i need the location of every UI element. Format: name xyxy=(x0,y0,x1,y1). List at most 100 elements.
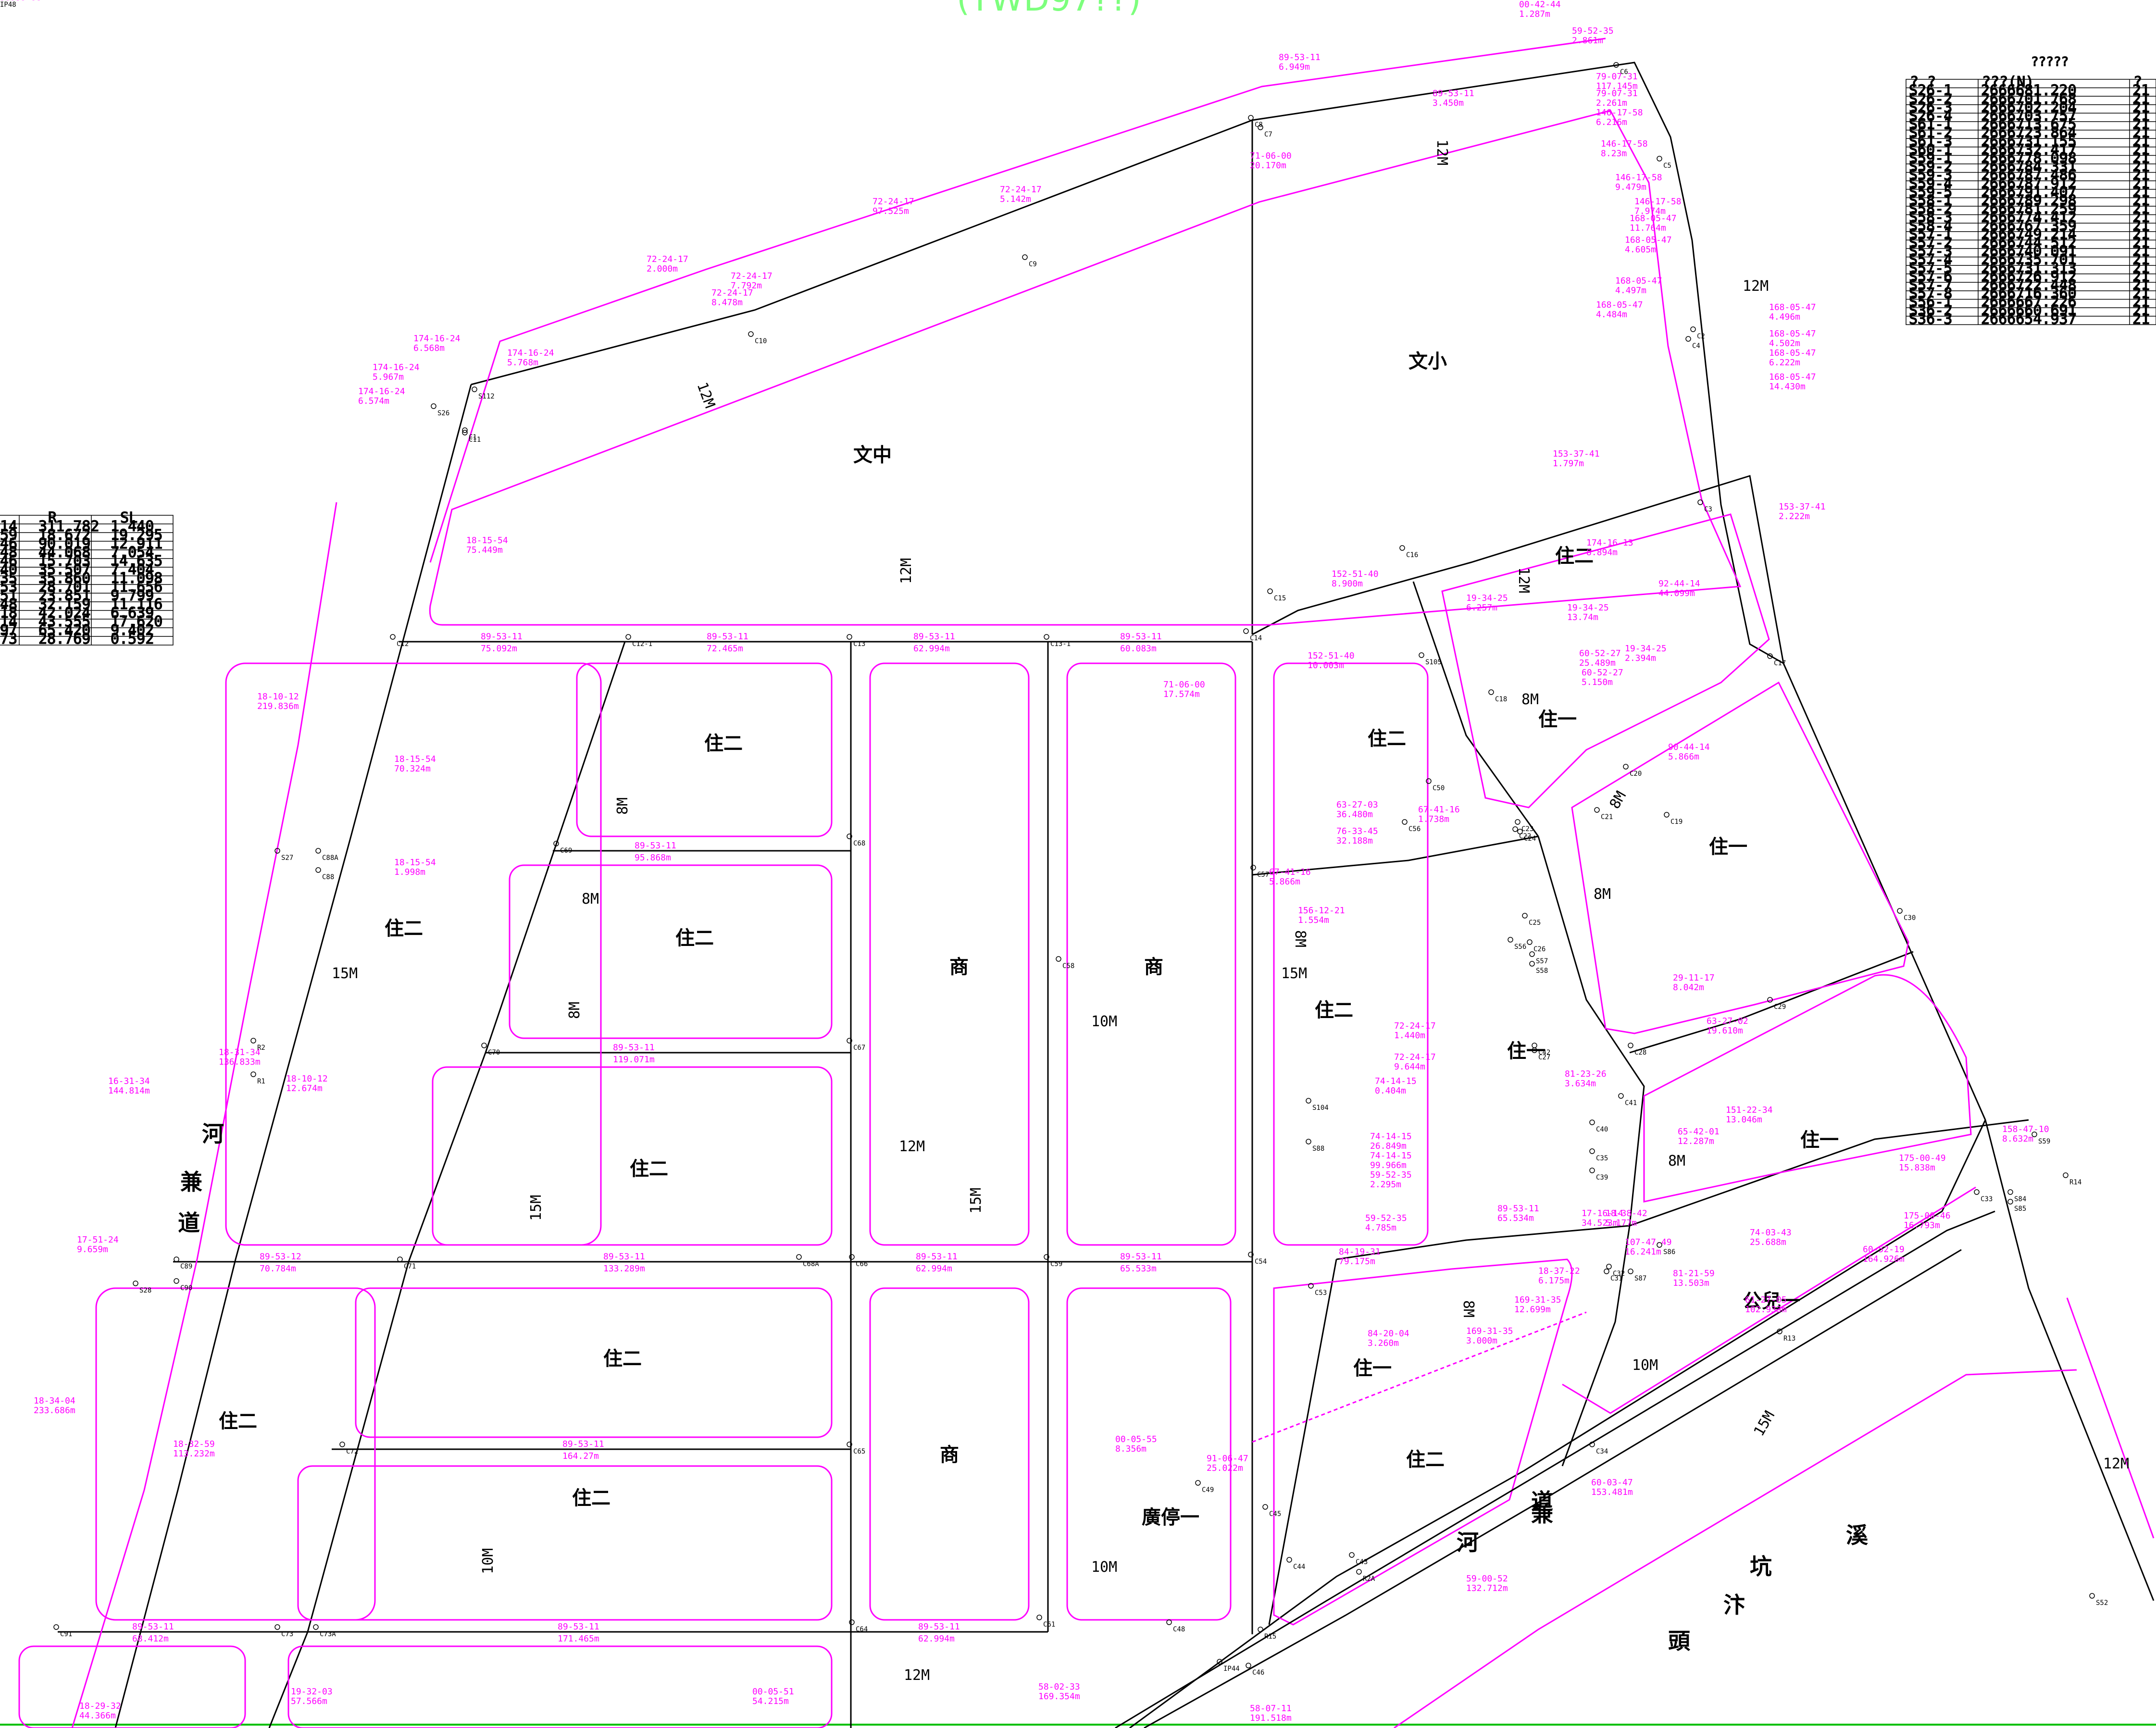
dimension-label: 8.894m xyxy=(1586,547,1618,558)
river-label: 溪 xyxy=(1846,1522,1869,1548)
zone-label: 住一 xyxy=(1800,1129,1839,1151)
control-point-label: C65 xyxy=(853,1448,865,1455)
dimension-label: 18-15-54 xyxy=(394,754,436,764)
zone-label: 住二 xyxy=(630,1158,668,1180)
control-point-marker xyxy=(849,1254,855,1260)
dimension-label: 13.74m xyxy=(1567,612,1598,622)
dimension-label: 84-19-31 xyxy=(1339,1247,1381,1257)
road-width-label: 8M xyxy=(1460,1300,1477,1318)
lot-north-1 xyxy=(576,662,833,837)
lot-commercial-1 xyxy=(869,662,1030,1246)
control-point-label: C66 xyxy=(856,1260,868,1268)
coord-table-cell: 21 xyxy=(2132,235,2150,251)
dimension-label: 146-17-58 xyxy=(1596,108,1643,118)
control-point-label: C46 xyxy=(1252,1669,1264,1677)
dimension-label: 2.394m xyxy=(1625,653,1656,663)
dimension-label: 5.150m xyxy=(1582,677,1613,687)
dimension-label: 113.232m xyxy=(173,1449,215,1459)
coord-table-cell: 21 xyxy=(2132,99,2150,116)
dimension-label: 60-52-27 xyxy=(1582,668,1623,678)
curve-table-cell: 73 xyxy=(0,631,17,647)
coord-table-cell: S58-1 xyxy=(1909,192,1952,209)
dimension-label: 60-52-27 xyxy=(1579,648,1621,659)
control-point-marker xyxy=(174,1278,179,1284)
control-point-marker xyxy=(1606,1264,1612,1269)
dimension-label: 89-53-11 xyxy=(1279,52,1321,62)
dimension-label: 16-31-34 xyxy=(108,1076,150,1086)
dimension-label: 174-16-13 xyxy=(1586,538,1633,548)
lot-southwest-1 xyxy=(95,1287,376,1621)
control-point-label: S59 xyxy=(2038,1138,2050,1145)
river-label: 河 xyxy=(1457,1529,1479,1555)
dimension-label: 6.568m xyxy=(413,343,445,353)
coord-table-cell: S57-7 xyxy=(1909,277,1952,294)
dimension-label: 75.449m xyxy=(466,545,503,555)
dimension-label: 81-23-26 xyxy=(1565,1069,1607,1079)
river-edge-south xyxy=(1394,1369,2077,1728)
coord-table-cell: 2666722.448 xyxy=(1981,277,2077,294)
control-point-marker xyxy=(1426,778,1432,784)
road-width-label: 12M xyxy=(1743,278,1769,295)
zone-label: 住一 xyxy=(1538,709,1577,731)
curve-table-cell: 46 xyxy=(0,553,17,570)
control-point-label: C56 xyxy=(1408,825,1421,833)
control-point-marker xyxy=(2063,1172,2069,1178)
curve-table-cell: 32.159 xyxy=(38,596,90,613)
coord-table-cell: S26-3 xyxy=(1909,99,1952,116)
dimension-label: 171.465m xyxy=(558,1634,599,1644)
control-point-label: C31 xyxy=(1610,1275,1622,1282)
dimension-label: 12.287m xyxy=(1678,1136,1714,1146)
dimension-label: 00-05-55 xyxy=(1115,1434,1157,1444)
control-point-label: C53 xyxy=(1315,1289,1327,1297)
dimension-label: 9.479m xyxy=(1615,182,1646,192)
dimension-label: 76-33-45 xyxy=(1336,826,1378,836)
zone-label: 文小 xyxy=(1408,350,1447,373)
dimension-label: 119.071m xyxy=(613,1055,655,1065)
dimension-label: 60-03-47 xyxy=(1591,1478,1633,1488)
control-point-label: IP44 xyxy=(1223,1665,1240,1673)
curve-table-cell: 46 xyxy=(0,535,17,552)
road-width-label: 10M xyxy=(480,1548,497,1574)
dimension-label: 132.712m xyxy=(1466,1583,1508,1593)
dimension-label: 169-31-35 xyxy=(1466,1326,1513,1336)
control-point-marker xyxy=(1166,1619,1172,1625)
control-point-marker xyxy=(2007,1199,2013,1205)
control-point-marker xyxy=(1248,1252,1254,1257)
control-point-marker xyxy=(339,1442,345,1447)
dimension-label: 5.768m xyxy=(507,358,538,368)
dimension-label: 72.465m xyxy=(707,644,743,654)
coord-table-cell: S36-3 xyxy=(1909,311,1952,327)
coord-table-title: ????? xyxy=(2031,55,2069,69)
road-width-label: 8M xyxy=(1521,691,1539,708)
dimension-label: 5.967m xyxy=(373,372,404,382)
coord-table-cell: 2666789.298 xyxy=(1981,192,2077,209)
dimension-label: 25.489m xyxy=(1579,658,1616,668)
control-point-label: C13-1 xyxy=(1050,640,1071,648)
dimension-label: 44.366m xyxy=(79,1711,116,1721)
control-point-marker xyxy=(625,634,631,640)
curve-table-header: R xyxy=(48,510,57,526)
control-point-label: R13 xyxy=(1783,1335,1795,1343)
control-point-marker xyxy=(1258,1627,1263,1632)
dimension-label: 76-34-56 xyxy=(0,0,42,2)
curve-table-header: SL xyxy=(120,510,137,526)
control-point-label: C26 xyxy=(1533,945,1545,953)
dimension-label: 16-35-35 xyxy=(0,0,42,2)
control-point-label: C27 xyxy=(1538,1054,1550,1061)
river-label: 道 xyxy=(178,1210,200,1236)
dimension-label: 158-47-10 xyxy=(2002,1124,2049,1134)
coord-table-cell: 2666787.486 xyxy=(1981,167,2077,184)
road-west-arterial xyxy=(114,384,472,1728)
coord-table-cell: 2666774.412 xyxy=(1981,209,2077,226)
zone-label: 廣停一 xyxy=(1142,1506,1199,1529)
coord-table-cell: 2666784.331 xyxy=(1981,159,2077,175)
control-point-marker xyxy=(1515,819,1520,825)
control-point-label: S88 xyxy=(1312,1145,1324,1153)
coord-table-cell: S57-6 xyxy=(1909,268,1952,285)
zone-label: 商 xyxy=(949,956,969,978)
dimension-label: 6.216m xyxy=(1596,117,1627,127)
dimension-label: 95.868m xyxy=(635,853,671,863)
dimension-label: 174-16-24 xyxy=(358,386,405,397)
control-point-label: C58 xyxy=(1062,962,1074,970)
